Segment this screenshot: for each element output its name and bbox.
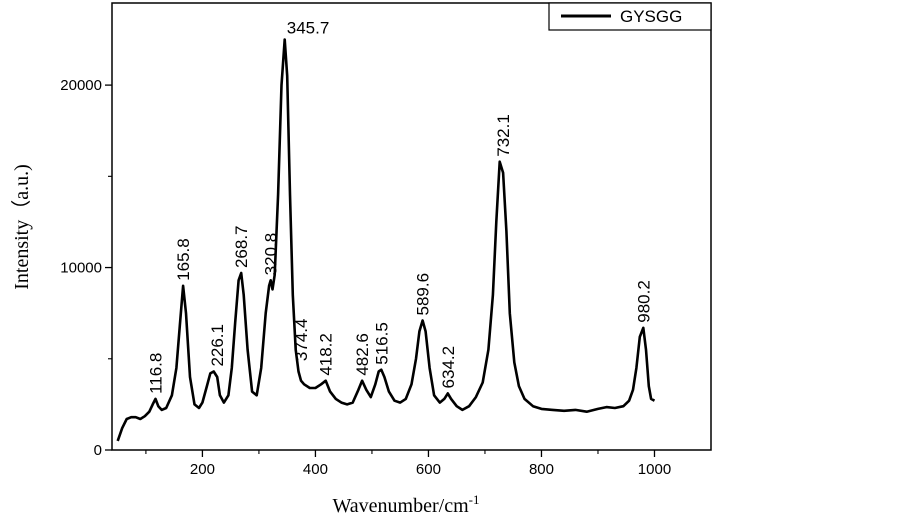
x-axis-title: Wavenumber/cm-1: [333, 492, 480, 517]
x-axis-ticks: 200 400 600 800 1000: [145, 450, 671, 478]
x-axis-title-main: Wavenumber/cm: [333, 495, 470, 517]
x-tick-label: 1000: [638, 461, 671, 478]
y-tick-label: 0: [94, 442, 102, 459]
y-tick-label: 10000: [60, 260, 102, 277]
peak-label: 732.1: [494, 114, 513, 157]
peak-label: 516.5: [372, 322, 391, 365]
y-axis-ticks: 0 10000 20000: [60, 77, 112, 459]
peak-label: 482.6: [353, 333, 372, 376]
series-layer: [116, 38, 656, 442]
peak-label: 320.8: [262, 233, 281, 276]
x-axis-title-exponent: -1: [469, 492, 480, 507]
legend-label-gysgg: GYSGG: [620, 7, 682, 26]
y-axis-title: Intensity（a.u.): [10, 164, 33, 290]
peak-label: 116.8: [146, 353, 165, 394]
x-tick-label: 600: [416, 461, 441, 478]
peak-label: 418.2: [317, 333, 336, 376]
peak-annotations: 116.8 165.8 226.1 268.7 320.8 345.7 374.4 418.2…: [146, 18, 653, 393]
x-tick-label: 800: [529, 461, 554, 478]
peak-label: 634.2: [439, 346, 458, 389]
peak-label: 980.2: [634, 280, 653, 323]
series-line-gysgg: [116, 38, 656, 442]
plot-frame: [111, 2, 712, 451]
peak-label: 374.4: [292, 319, 311, 362]
legend: GYSGG: [548, 2, 712, 31]
x-tick-label: 200: [190, 461, 215, 478]
x-tick-label: 400: [303, 461, 328, 478]
peak-label: 345.7: [287, 18, 330, 37]
y-tick-label: 20000: [60, 77, 102, 94]
peak-label: 589.6: [414, 273, 433, 316]
peak-label: 268.7: [232, 225, 251, 268]
peak-label: 165.8: [174, 238, 193, 281]
peak-label: 226.1: [208, 324, 227, 367]
